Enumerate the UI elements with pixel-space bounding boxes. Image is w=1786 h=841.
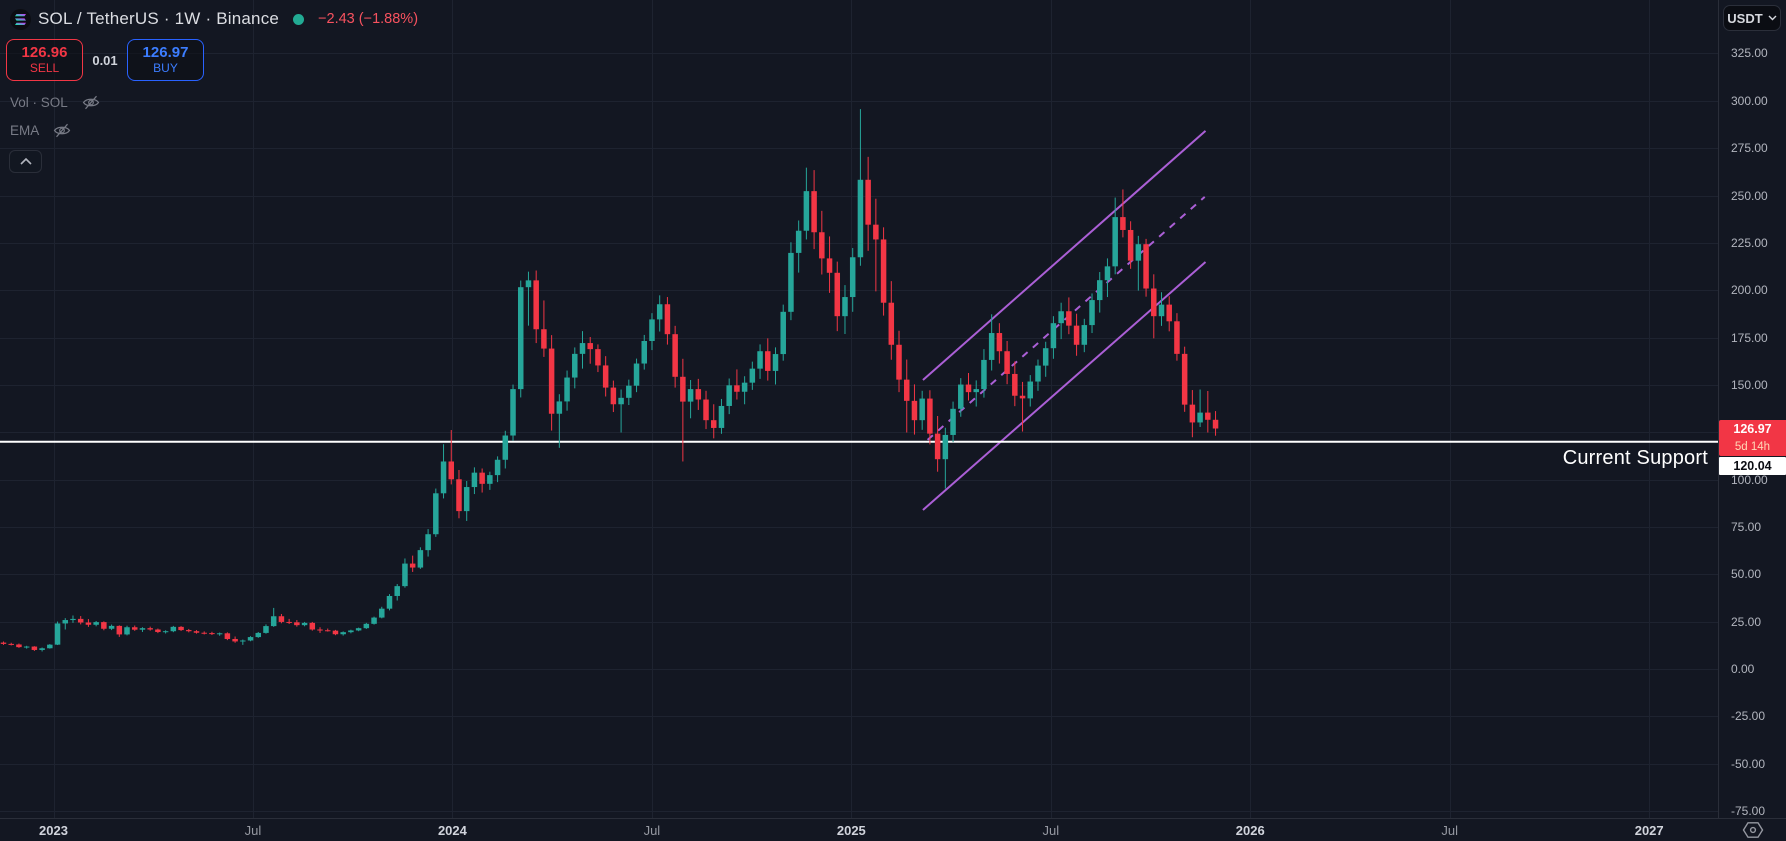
price-tick-label: -50.00 — [1731, 756, 1766, 771]
grid-lines — [0, 0, 1718, 818]
chevron-up-icon — [19, 158, 32, 165]
visibility-off-icon[interactable] — [53, 123, 71, 138]
symbol-header: SOL / TetherUS · 1W · Binance −2.43 (−1.… — [10, 6, 418, 32]
sell-label: SELL — [29, 61, 60, 75]
time-tick-label: Jul — [1441, 823, 1459, 838]
price-change-text: −2.43 (−1.88%) — [318, 11, 419, 27]
price-tick-label: 200.00 — [1731, 283, 1768, 298]
candles-layer — [0, 109, 1219, 652]
time-tick-label: 2025 — [836, 823, 866, 838]
time-tick-label: Jul — [643, 823, 661, 838]
price-tick-label: 175.00 — [1731, 330, 1768, 345]
time-tick-label: Jul — [244, 823, 262, 838]
symbol-title[interactable]: SOL / TetherUS · 1W · Binance — [38, 9, 280, 28]
spread-value: 0.01 — [92, 52, 118, 68]
market-status-dot[interactable] — [293, 13, 305, 25]
channel-trendline-solid — [922, 261, 1207, 511]
price-tick-label: 75.00 — [1731, 520, 1762, 535]
current-price-value: 126.97 — [1733, 421, 1772, 436]
price-tick-label: 300.00 — [1731, 93, 1768, 108]
price-tick-label: 250.00 — [1731, 188, 1768, 203]
price-tick-label: 150.00 — [1731, 377, 1768, 392]
price-tick-label: 225.00 — [1731, 235, 1768, 250]
price-tick-label: 25.00 — [1731, 614, 1762, 629]
current-price-label: 126.97 5d 14h — [1719, 419, 1786, 456]
time-tick-label: 2023 — [39, 823, 68, 838]
chevron-down-icon — [1768, 15, 1777, 21]
price-tick-label: 100.00 — [1731, 472, 1768, 487]
price-tick-label: 275.00 — [1731, 141, 1768, 156]
sell-price: 126.96 — [21, 44, 68, 61]
channel-trendline-solid — [922, 130, 1207, 381]
buy-price: 126.97 — [142, 44, 189, 61]
indicator-row-ema: EMA — [10, 123, 71, 138]
settings-icon[interactable] — [1742, 821, 1764, 839]
visibility-off-icon[interactable] — [82, 95, 100, 110]
currency-dropdown-label: USDT — [1727, 10, 1763, 26]
buy-label: BUY — [153, 61, 178, 75]
bar-close-countdown: 5d 14h — [1734, 440, 1771, 453]
trade-buttons-row: 126.96 SELL 0.01 126.97 BUY — [6, 39, 204, 81]
price-tick-label: 50.00 — [1731, 567, 1762, 582]
collapse-legend-button[interactable] — [9, 150, 42, 173]
price-axis[interactable]: 325.00 300.00 275.00 250.00 225.00 200.00 175.… — [1718, 0, 1786, 818]
price-tick-label: 0.00 — [1731, 662, 1755, 677]
price-tick-label: -25.00 — [1731, 709, 1766, 724]
buy-button[interactable]: 126.97 BUY — [127, 39, 204, 81]
support-price-label: 120.04 — [1719, 456, 1786, 475]
volume-indicator-label[interactable]: Vol · SOL — [10, 95, 68, 110]
sell-button[interactable]: 126.96 SELL — [6, 39, 83, 81]
time-tick-label: 2026 — [1235, 823, 1265, 838]
price-tick-label: -75.00 — [1731, 804, 1766, 819]
currency-dropdown[interactable]: USDT — [1723, 5, 1781, 31]
ema-indicator-label[interactable]: EMA — [10, 123, 40, 138]
price-tick-label: 325.00 — [1731, 46, 1768, 61]
time-axis[interactable]: 2023 Jul 2024 Jul 2025 Jul 2026 Jul 2027 — [0, 818, 1786, 841]
time-tick-label: 2027 — [1634, 823, 1664, 838]
time-tick-label: Jul — [1042, 823, 1060, 838]
axis-corner — [1719, 819, 1786, 841]
sol-logo-icon — [10, 8, 31, 30]
support-annotation-text[interactable]: Current Support — [1562, 447, 1708, 469]
indicator-row-volume: Vol · SOL — [10, 95, 100, 110]
time-tick-label: 2024 — [437, 823, 467, 838]
